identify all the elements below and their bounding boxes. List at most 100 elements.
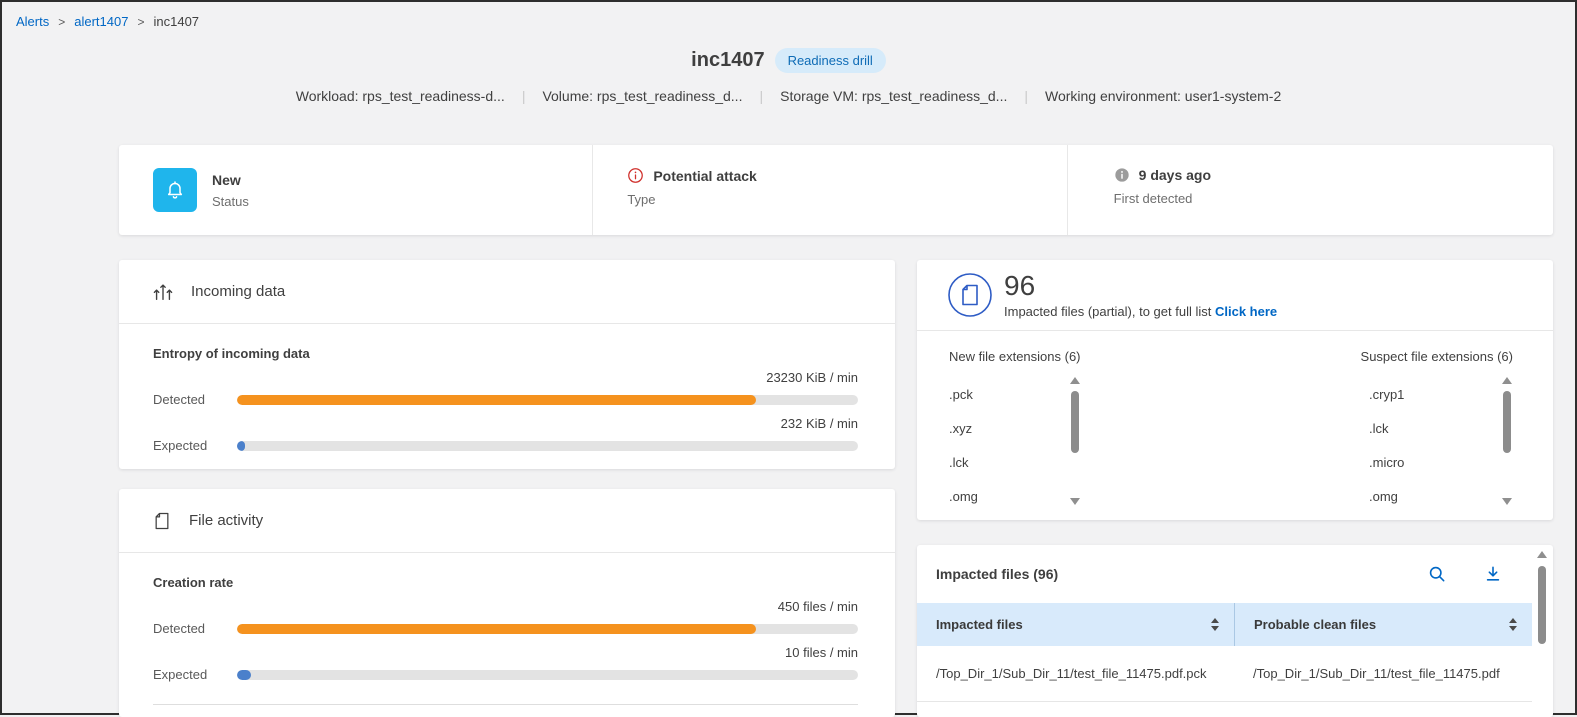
divider: | — [1024, 88, 1028, 104]
column-header-impacted-files[interactable]: Impacted files — [936, 617, 1023, 632]
scrollbar-thumb[interactable] — [1538, 566, 1546, 644]
search-icon[interactable] — [1427, 564, 1447, 584]
sort-icon[interactable] — [1509, 618, 1517, 631]
scroll-down-icon[interactable] — [1502, 498, 1512, 505]
impacted-files-caption: Impacted files (partial), to get full li… — [1004, 304, 1277, 319]
extension-item: .omg — [949, 488, 978, 504]
bar-label: Detected — [153, 392, 206, 407]
download-icon[interactable] — [1483, 564, 1503, 584]
divider: | — [759, 88, 764, 104]
scrollbar[interactable] — [1501, 377, 1513, 505]
detected-bar: Detected — [153, 392, 858, 407]
readiness-drill-badge: Readiness drill — [774, 48, 886, 73]
column-header-probable-clean-files[interactable]: Probable clean files — [1254, 617, 1377, 632]
status-value: New — [212, 171, 241, 188]
bar-label: Expected — [153, 438, 208, 453]
detected-bar-fill — [237, 623, 757, 634]
entropy-section-title: Entropy of incoming data — [153, 346, 310, 361]
new-extensions-list: .pck .xyz .lck .omg — [949, 377, 1081, 513]
page-header: inc1407 Readiness drill Workload: rps_te… — [2, 48, 1575, 104]
scroll-down-icon[interactable] — [1070, 498, 1080, 505]
status-section: New Status — [119, 145, 592, 235]
info-icon — [1114, 167, 1130, 183]
table-row[interactable]: /Top_Dir_1/Sub_Dir_11/test_file_11475.pd… — [917, 646, 1532, 702]
incident-meta: Workload: rps_test_readiness-d... | Volu… — [2, 88, 1575, 104]
extension-item: .lck — [949, 454, 969, 470]
chevron-right-icon: > — [137, 14, 145, 29]
alert-circle-icon — [627, 167, 644, 184]
bar-label: Expected — [153, 667, 208, 682]
breadcrumb-link-alerts[interactable]: Alerts — [16, 14, 50, 29]
breadcrumb: Alerts > alert1407 > inc1407 — [16, 14, 199, 29]
impacted-files-table-card: Impacted files (96) Impacted files — [917, 545, 1553, 717]
scrollbar-thumb[interactable] — [1503, 391, 1511, 453]
scrollbar[interactable] — [1536, 551, 1548, 717]
detected-bar-fill — [237, 394, 757, 405]
first-detected-label: First detected — [1113, 191, 1193, 206]
scrollbar-thumb[interactable] — [1071, 391, 1079, 453]
meta-storage-vm: Storage VM: rps_test_readiness_d... — [780, 88, 1008, 104]
breadcrumb-link-alert1407[interactable]: alert1407 — [74, 14, 129, 29]
impacted-files-table-heading: Impacted files (96) — [936, 566, 1059, 582]
first-detected-section: 9 days ago First detected — [1066, 145, 1553, 235]
page-title: inc1407 — [691, 49, 765, 71]
incoming-data-icon — [152, 281, 174, 303]
meta-working-environment: Working environment: user1-system-2 — [1044, 88, 1282, 104]
expected-rate-value: 10 files / min — [785, 645, 858, 660]
expected-bar-fill — [237, 669, 251, 680]
status-summary-card: New Status Potential attack Type — [119, 145, 1553, 235]
extension-item: .omg — [1369, 488, 1398, 504]
scrollbar[interactable] — [1069, 377, 1081, 505]
chevron-right-icon: > — [58, 14, 66, 29]
extension-item: .micro — [1369, 454, 1405, 470]
file-activity-card: File activity Creation rate 450 files / … — [119, 489, 895, 717]
suspect-extensions-heading: Suspect file extensions (6) — [1360, 349, 1513, 364]
type-section: Potential attack Type — [592, 145, 1066, 235]
scroll-up-icon[interactable] — [1537, 551, 1547, 558]
suspect-extensions-list: .cryp1 .lck .micro .omg — [1369, 377, 1513, 513]
new-extensions-heading: New file extensions (6) — [949, 349, 1081, 364]
impacted-file-path: /Top_Dir_1/Sub_Dir_11/test_file_11475.pd… — [936, 666, 1207, 681]
breadcrumb-current: inc1407 — [153, 14, 200, 29]
divider — [153, 704, 858, 705]
bar-track — [237, 669, 858, 680]
impacted-files-table: Impacted files Probable clean files /Top… — [917, 603, 1532, 702]
caption-text: Impacted files (partial), to get full li… — [1004, 303, 1212, 319]
detected-bar: Detected — [153, 621, 858, 636]
type-value: Potential attack — [653, 167, 757, 184]
creation-rate-section-title: Creation rate — [153, 575, 234, 590]
impacted-files-icon — [947, 272, 993, 318]
file-activity-icon — [152, 511, 172, 531]
incoming-data-title: Incoming data — [191, 283, 286, 300]
expected-bar: Expected — [153, 438, 858, 453]
detected-rate-value: 450 files / min — [777, 599, 858, 614]
click-here-link[interactable]: Click here — [1214, 303, 1278, 319]
bar-track — [237, 394, 858, 405]
clean-file-path: /Top_Dir_1/Sub_Dir_11/test_file_11475.pd… — [1253, 666, 1500, 681]
impacted-files-count: 96 — [1004, 269, 1036, 301]
expected-rate-value: 232 KiB / min — [780, 416, 858, 431]
meta-workload: Workload: rps_test_readiness-d... — [295, 88, 505, 104]
first-detected-value: 9 days ago — [1138, 167, 1212, 183]
extension-item: .xyz — [949, 420, 973, 436]
divider: | — [521, 88, 526, 104]
extension-item: .cryp1 — [1369, 386, 1405, 402]
bar-track — [237, 440, 858, 451]
scroll-up-icon[interactable] — [1070, 377, 1080, 384]
expected-bar: Expected — [153, 667, 858, 682]
sort-icon[interactable] — [1211, 618, 1219, 631]
extension-item: .lck — [1369, 420, 1389, 436]
incoming-data-card: Incoming data Entropy of incoming data 2… — [119, 260, 895, 469]
type-label: Type — [627, 192, 656, 207]
file-activity-title: File activity — [189, 512, 264, 529]
expected-bar-fill — [237, 440, 246, 451]
impacted-summary-card: 96 Impacted files (partial), to get full… — [917, 260, 1553, 520]
scroll-up-icon[interactable] — [1502, 377, 1512, 384]
meta-volume: Volume: rps_test_readiness_d... — [542, 88, 743, 104]
bar-label: Detected — [153, 621, 206, 636]
detected-rate-value: 23230 KiB / min — [766, 370, 858, 385]
status-label: Status — [212, 193, 249, 209]
bell-icon — [153, 168, 197, 212]
bar-track — [237, 623, 858, 634]
extension-item: .pck — [949, 386, 973, 402]
